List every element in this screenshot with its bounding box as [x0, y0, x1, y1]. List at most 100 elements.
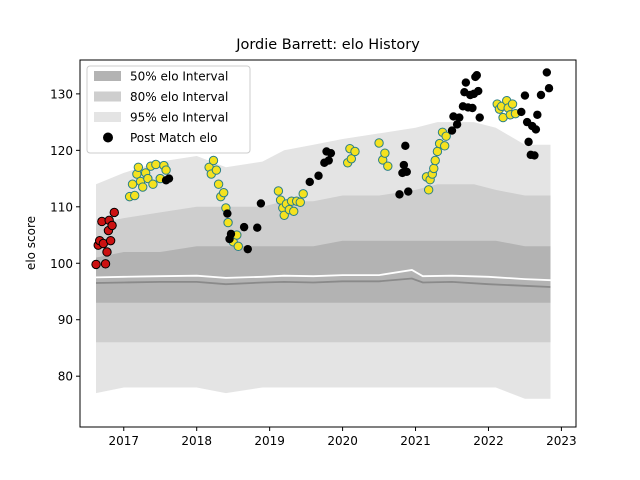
post-match-point-black [452, 120, 462, 129]
post-match-point-black [256, 199, 266, 208]
post-match-point-yellow [440, 141, 450, 151]
post-match-point-red [100, 259, 111, 269]
post-match-point-black [533, 110, 542, 119]
post-match-point-yellow [161, 165, 171, 175]
post-match-point-yellow [133, 162, 144, 172]
post-match-point-black [542, 68, 552, 77]
legend-swatch [94, 91, 121, 102]
post-match-point-yellow [380, 148, 390, 158]
y-tick-label: 120 [50, 144, 73, 158]
post-match-point-yellow [151, 159, 161, 170]
median-elo-line [95, 277, 551, 288]
x-tick-label: 2023 [546, 434, 577, 448]
post-match-point-black [524, 137, 533, 147]
legend-label: Post Match elo [130, 131, 217, 145]
post-match-point-black [164, 174, 174, 183]
post-match-point-yellow [423, 185, 434, 195]
post-match-point-black [468, 103, 477, 113]
post-match-point-yellow [298, 189, 308, 199]
post-match-point-yellow [430, 155, 440, 166]
legend-label: 95% elo Interval [130, 111, 228, 125]
post-match-point-red [105, 235, 116, 246]
post-match-point-black [401, 141, 410, 151]
chart-title: Jordie Barrett: elo History [235, 37, 420, 53]
legend-label: 80% elo Interval [130, 90, 228, 104]
post-match-point-yellow [127, 179, 138, 189]
y-axis: 80 90 100 110 120 130 [50, 87, 80, 384]
post-match-point-black [447, 126, 457, 135]
post-match-point-black [536, 90, 546, 100]
post-match-point-black [253, 223, 262, 232]
post-match-point-black [475, 113, 484, 122]
y-tick-label: 90 [58, 313, 73, 327]
post-match-point-yellow [350, 146, 360, 157]
post-match-point-yellow [138, 182, 148, 192]
post-match-point-yellow [211, 165, 222, 175]
post-match-point-black [223, 209, 232, 218]
post-match-point-red [107, 220, 117, 231]
legend-swatch [94, 112, 121, 122]
x-axis: 2017 2018 2019 2020 2021 2022 2023 [108, 427, 577, 448]
post-match-point-black [402, 167, 411, 176]
band-50-interval [96, 240, 551, 303]
post-match-point-yellow [429, 163, 439, 174]
post-match-point-black [474, 86, 483, 96]
y-tick-label: 100 [50, 257, 73, 271]
post-match-point-yellow [223, 217, 233, 228]
post-match-point-yellow [383, 161, 393, 171]
post-match-point-black [520, 91, 530, 100]
plot-area [79, 59, 577, 428]
x-tick-label: 2019 [254, 434, 285, 448]
legend-swatch [94, 71, 121, 81]
post-match-point-black [239, 222, 249, 232]
y-tick-label: 80 [58, 370, 73, 384]
post-match-point-red [109, 207, 119, 218]
post-match-point-yellow [507, 99, 518, 109]
post-match-point-yellow [213, 179, 224, 189]
post-match-point-black [530, 151, 539, 160]
post-match-point-black [404, 187, 413, 196]
legend: 50% elo Interval 80% elo Interval 95% elo … [86, 65, 251, 154]
post-match-point-black [326, 148, 336, 158]
x-tick-label: 2021 [400, 434, 431, 448]
plot-frame [79, 59, 577, 428]
x-tick-label: 2018 [181, 434, 212, 448]
post-match-point-yellow [441, 131, 451, 141]
post-match-point-yellow [374, 138, 384, 148]
y-axis-label: elo score [24, 216, 38, 270]
post-match-point-black [399, 160, 409, 170]
post-match-point-yellow [432, 146, 443, 157]
post-match-point-black [395, 190, 404, 199]
x-tick-label: 2020 [327, 434, 358, 448]
post-match-point-yellow [295, 197, 305, 207]
legend-label: 50% elo Interval [130, 70, 228, 84]
post-match-point-yellow [233, 241, 243, 252]
post-match-point-black [455, 113, 464, 122]
post-match-point-black [517, 107, 526, 117]
post-match-point-black [305, 177, 314, 187]
post-match-point-red [91, 259, 101, 270]
legend-marker [103, 132, 113, 143]
post-match-point-black [472, 71, 481, 80]
post-match-point-red [102, 247, 112, 257]
post-match-point-black [461, 78, 471, 87]
post-match-point-yellow [218, 187, 229, 198]
x-tick-label: 2022 [473, 434, 504, 448]
post-match-point-yellow [148, 179, 158, 189]
post-match-point-yellow [208, 155, 219, 166]
post-match-point-yellow [346, 154, 357, 164]
legend-box [86, 65, 251, 154]
post-match-point-black [314, 171, 323, 180]
x-tick-label: 2017 [108, 434, 139, 448]
post-match-point-yellow [273, 186, 284, 196]
post-match-point-yellow [289, 206, 299, 217]
post-match-point-black [226, 229, 236, 239]
post-match-point-black [531, 125, 541, 134]
post-match-point-black [243, 244, 252, 254]
mean-elo-line [95, 269, 551, 282]
post-match-point-black [324, 156, 333, 165]
y-tick-label: 110 [50, 200, 73, 214]
y-tick-label: 130 [50, 87, 73, 101]
post-match-point-yellow [130, 190, 140, 201]
